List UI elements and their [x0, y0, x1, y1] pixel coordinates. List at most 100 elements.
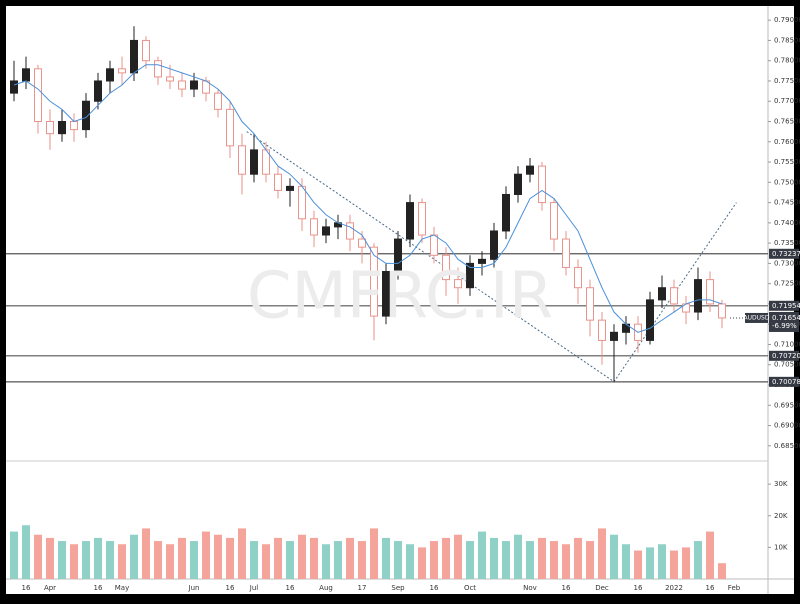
last-price-label: 0.71654	[772, 314, 800, 322]
x-tick-label: 16	[286, 584, 295, 592]
volume-bar	[622, 544, 630, 579]
volume-tick-label: 20K	[774, 512, 788, 520]
candle-body	[178, 80, 186, 90]
volume-bar	[262, 544, 270, 579]
candle-body	[454, 279, 462, 289]
candle-body	[22, 68, 30, 82]
volume-bar	[178, 537, 186, 579]
x-tick-label: 16	[706, 584, 715, 592]
candle-body	[58, 121, 66, 135]
level-tag-label: 0.73237	[772, 250, 800, 258]
level-tag	[769, 376, 799, 387]
watermark: CMFRC.IR	[247, 260, 553, 334]
volume-bar	[274, 537, 282, 579]
volume-bar	[634, 550, 642, 579]
volume-bar	[382, 537, 390, 579]
candle-body	[418, 202, 426, 236]
volume-bar	[118, 544, 126, 579]
x-tick-label: Apr	[44, 584, 56, 592]
candle-body	[166, 76, 174, 82]
last-price-tag	[769, 311, 799, 332]
candle-body	[130, 39, 138, 74]
candle-body	[310, 218, 318, 236]
x-tick-label: Oct	[464, 584, 476, 592]
x-tick-label: Sep	[391, 584, 405, 592]
volume-bar	[298, 534, 306, 579]
volume-bar	[286, 541, 294, 579]
candle-body	[466, 262, 474, 289]
x-tick-label: 16	[22, 584, 31, 592]
candle-body	[646, 299, 654, 341]
symbol-label: AUDUSD	[744, 314, 770, 321]
volume-bar	[82, 541, 90, 579]
candle-body	[82, 100, 90, 131]
volume-bar	[46, 537, 54, 579]
volume-bar	[550, 541, 558, 579]
volume-bar	[682, 547, 690, 579]
candle-body	[34, 68, 42, 123]
candle-body	[430, 234, 438, 256]
level-tag	[769, 300, 799, 311]
candle-body	[274, 173, 282, 191]
x-tick-label: May	[115, 584, 129, 592]
volume-tick-label: 30K	[774, 480, 788, 488]
level-tag-label: 0.71954	[772, 302, 800, 310]
candle-body	[142, 39, 150, 62]
candle-body	[94, 80, 102, 102]
volume-bar	[574, 537, 582, 579]
y-tick-label: 0.79000	[774, 16, 800, 24]
volume-bar	[238, 528, 246, 579]
volume-bar	[406, 544, 414, 579]
volume-bar	[538, 537, 546, 579]
volume-bar	[214, 534, 222, 579]
volume-bar	[250, 541, 258, 579]
x-tick-label: Jun	[188, 584, 200, 592]
symbol-tag	[745, 312, 768, 323]
volume-bar	[346, 537, 354, 579]
x-tick-label: Dec	[595, 584, 609, 592]
volume-bar	[694, 541, 702, 579]
volume-bar	[370, 528, 378, 579]
candle-body	[118, 68, 126, 74]
candle-body	[514, 173, 522, 195]
volume-bar	[514, 534, 522, 579]
volume-bar	[106, 541, 114, 579]
candle-body	[694, 279, 702, 313]
candle-body	[190, 80, 198, 90]
level-tag	[769, 350, 799, 361]
volume-tick-label: 10K	[774, 543, 788, 551]
candle-body	[46, 121, 54, 135]
volume-bar	[610, 534, 618, 579]
x-tick-label: 16	[226, 584, 235, 592]
candle-body	[610, 331, 618, 341]
candle-body	[370, 246, 378, 317]
volume-bar	[94, 537, 102, 579]
candle-body	[214, 92, 222, 110]
candle-body	[490, 230, 498, 260]
candle-body	[10, 80, 18, 94]
candle-body	[322, 226, 330, 236]
volume-bar	[598, 528, 606, 579]
candle-body	[442, 254, 450, 281]
volume-bar	[142, 528, 150, 579]
candle-body	[286, 185, 294, 191]
volume-bar	[490, 537, 498, 579]
volume-bar	[202, 531, 210, 579]
candle-body	[358, 238, 366, 248]
candle-body	[598, 319, 606, 341]
volume-bar	[130, 534, 138, 579]
x-tick-label: 2022	[665, 584, 683, 592]
x-tick-label: 16	[94, 584, 103, 592]
volume-bar	[430, 541, 438, 579]
